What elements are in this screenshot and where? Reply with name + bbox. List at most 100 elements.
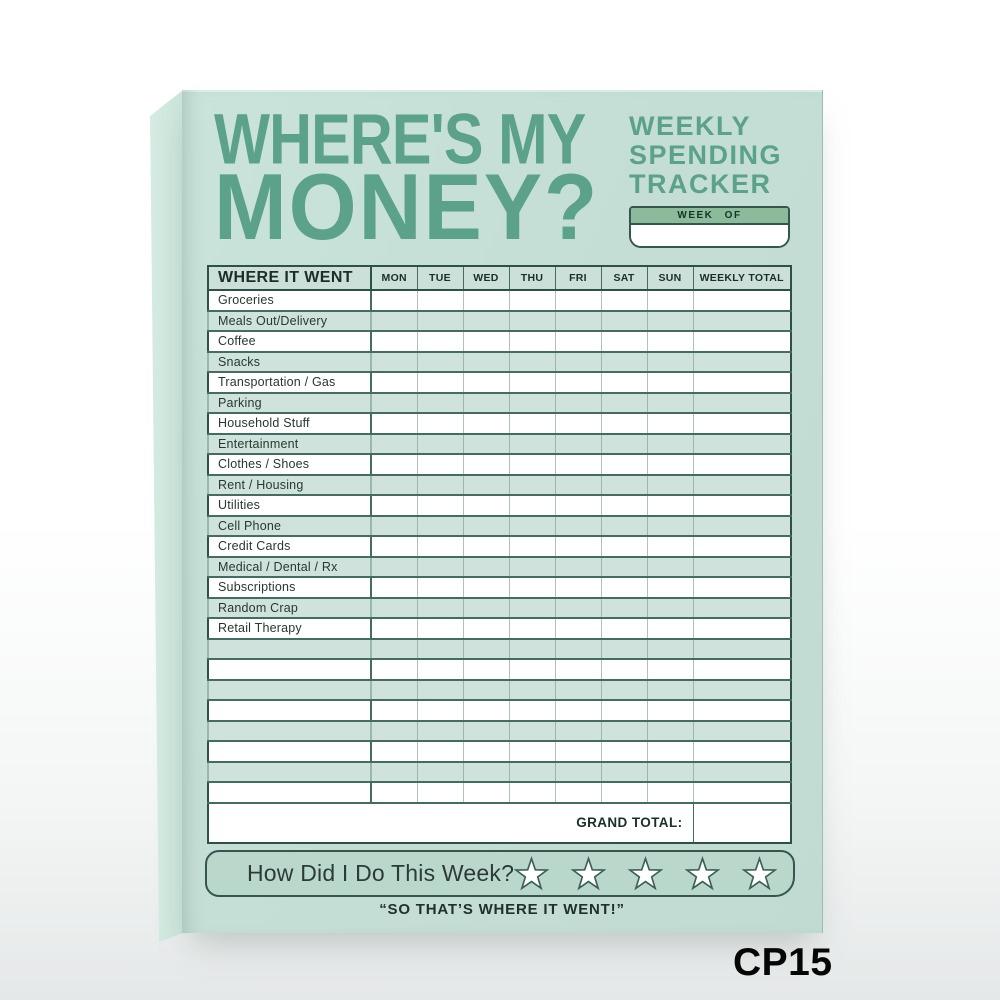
day-amount-cell[interactable]	[646, 740, 694, 763]
day-amount-cell[interactable]	[600, 760, 648, 783]
day-amount-cell[interactable]	[462, 596, 510, 619]
day-amount-cell[interactable]	[370, 371, 418, 394]
day-amount-cell[interactable]	[416, 371, 464, 394]
day-amount-cell[interactable]	[646, 678, 694, 701]
day-amount-cell[interactable]	[554, 617, 602, 640]
day-amount-cell[interactable]	[462, 699, 510, 722]
day-amount-cell[interactable]	[370, 617, 418, 640]
day-amount-cell[interactable]	[370, 289, 418, 312]
day-amount-cell[interactable]	[370, 576, 418, 599]
day-amount-cell[interactable]	[646, 473, 694, 496]
day-amount-cell[interactable]	[600, 740, 648, 763]
day-amount-cell[interactable]	[462, 637, 510, 660]
day-amount-cell[interactable]	[554, 740, 602, 763]
day-amount-cell[interactable]	[600, 330, 648, 353]
day-amount-cell[interactable]	[462, 740, 510, 763]
day-amount-cell[interactable]	[416, 719, 464, 742]
weekly-total-cell[interactable]	[692, 719, 792, 742]
day-amount-cell[interactable]	[600, 781, 648, 804]
weekly-total-cell[interactable]	[692, 473, 792, 496]
weekly-total-cell[interactable]	[692, 289, 792, 312]
weekly-total-cell[interactable]	[692, 330, 792, 353]
weekly-total-cell[interactable]	[692, 555, 792, 578]
day-amount-cell[interactable]	[370, 432, 418, 455]
day-amount-cell[interactable]	[370, 453, 418, 476]
day-amount-cell[interactable]	[370, 412, 418, 435]
day-amount-cell[interactable]	[370, 678, 418, 701]
day-amount-cell[interactable]	[508, 371, 556, 394]
day-amount-cell[interactable]	[646, 781, 694, 804]
day-amount-cell[interactable]	[508, 309, 556, 332]
day-amount-cell[interactable]	[600, 678, 648, 701]
day-amount-cell[interactable]	[462, 391, 510, 414]
day-amount-cell[interactable]	[646, 330, 694, 353]
day-amount-cell[interactable]	[462, 514, 510, 537]
day-amount-cell[interactable]	[508, 555, 556, 578]
weekly-total-cell[interactable]	[692, 309, 792, 332]
day-amount-cell[interactable]	[554, 576, 602, 599]
day-amount-cell[interactable]	[462, 453, 510, 476]
day-amount-cell[interactable]	[416, 699, 464, 722]
weekly-total-cell[interactable]	[692, 740, 792, 763]
grand-total-cell[interactable]	[692, 801, 792, 844]
day-amount-cell[interactable]	[508, 699, 556, 722]
day-amount-cell[interactable]	[646, 719, 694, 742]
day-amount-cell[interactable]	[462, 781, 510, 804]
weekly-total-cell[interactable]	[692, 699, 792, 722]
day-amount-cell[interactable]	[646, 494, 694, 517]
day-amount-cell[interactable]	[416, 555, 464, 578]
day-amount-cell[interactable]	[416, 453, 464, 476]
day-amount-cell[interactable]	[370, 781, 418, 804]
day-amount-cell[interactable]	[600, 391, 648, 414]
day-amount-cell[interactable]	[462, 371, 510, 394]
day-amount-cell[interactable]	[416, 473, 464, 496]
day-amount-cell[interactable]	[554, 719, 602, 742]
day-amount-cell[interactable]	[554, 658, 602, 681]
day-amount-cell[interactable]	[462, 555, 510, 578]
day-amount-cell[interactable]	[416, 576, 464, 599]
day-amount-cell[interactable]	[370, 637, 418, 660]
day-amount-cell[interactable]	[554, 637, 602, 660]
day-amount-cell[interactable]	[646, 535, 694, 558]
day-amount-cell[interactable]	[508, 473, 556, 496]
weekly-total-cell[interactable]	[692, 432, 792, 455]
weekly-total-cell[interactable]	[692, 576, 792, 599]
day-amount-cell[interactable]	[508, 637, 556, 660]
day-amount-cell[interactable]	[370, 494, 418, 517]
day-amount-cell[interactable]	[600, 289, 648, 312]
day-amount-cell[interactable]	[508, 781, 556, 804]
day-amount-cell[interactable]	[600, 617, 648, 640]
weekly-total-cell[interactable]	[692, 494, 792, 517]
day-amount-cell[interactable]	[646, 699, 694, 722]
day-amount-cell[interactable]	[370, 596, 418, 619]
day-amount-cell[interactable]	[508, 678, 556, 701]
day-amount-cell[interactable]	[462, 473, 510, 496]
day-amount-cell[interactable]	[508, 494, 556, 517]
day-amount-cell[interactable]	[508, 740, 556, 763]
day-amount-cell[interactable]	[646, 596, 694, 619]
day-amount-cell[interactable]	[508, 330, 556, 353]
weekly-total-cell[interactable]	[692, 678, 792, 701]
day-amount-cell[interactable]	[554, 412, 602, 435]
day-amount-cell[interactable]	[646, 576, 694, 599]
day-amount-cell[interactable]	[600, 473, 648, 496]
day-amount-cell[interactable]	[416, 740, 464, 763]
day-amount-cell[interactable]	[646, 637, 694, 660]
day-amount-cell[interactable]	[600, 719, 648, 742]
day-amount-cell[interactable]	[370, 555, 418, 578]
day-amount-cell[interactable]	[646, 514, 694, 537]
day-amount-cell[interactable]	[508, 617, 556, 640]
day-amount-cell[interactable]	[508, 412, 556, 435]
day-amount-cell[interactable]	[508, 719, 556, 742]
day-amount-cell[interactable]	[646, 617, 694, 640]
weekly-total-cell[interactable]	[692, 658, 792, 681]
day-amount-cell[interactable]	[416, 494, 464, 517]
weekly-total-cell[interactable]	[692, 637, 792, 660]
day-amount-cell[interactable]	[554, 494, 602, 517]
day-amount-cell[interactable]	[462, 289, 510, 312]
day-amount-cell[interactable]	[462, 535, 510, 558]
day-amount-cell[interactable]	[416, 350, 464, 373]
day-amount-cell[interactable]	[370, 535, 418, 558]
weekly-total-cell[interactable]	[692, 535, 792, 558]
day-amount-cell[interactable]	[462, 576, 510, 599]
